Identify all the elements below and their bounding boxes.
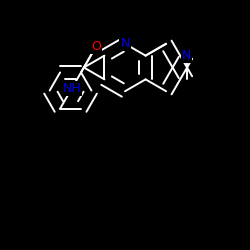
Text: O: O (91, 40, 101, 54)
Text: N: N (120, 37, 130, 50)
Text: N: N (182, 49, 192, 62)
Text: NH: NH (62, 82, 81, 94)
